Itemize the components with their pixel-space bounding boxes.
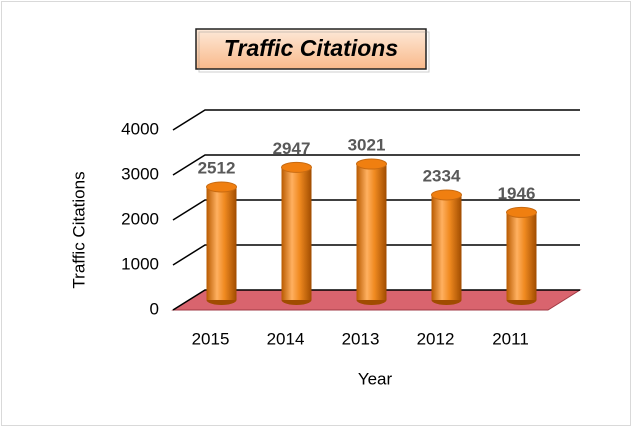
y-tick-label: 2000: [121, 209, 159, 228]
bar: [431, 194, 462, 300]
title-shadow: [198, 31, 430, 73]
bar: [206, 186, 237, 300]
data-label: 1946: [498, 184, 536, 203]
chart-title: Traffic Citations: [224, 35, 398, 61]
bar: [506, 212, 537, 300]
y-tick-label: 0: [150, 299, 159, 318]
x-tick-label: 2015: [192, 329, 230, 348]
data-label: 3021: [348, 136, 386, 155]
bar-top: [506, 206, 537, 218]
grid-line: [172, 154, 580, 176]
bar: [281, 167, 312, 300]
x-tick-label: 2011: [492, 329, 529, 348]
y-tick-label: 3000: [121, 164, 159, 183]
x-axis-label: Year: [358, 369, 393, 388]
bar-top: [431, 189, 462, 201]
y-tick-label: 4000: [121, 119, 159, 138]
bar: [356, 164, 387, 300]
x-tick-label: 2014: [267, 329, 305, 348]
x-tick-label: 2013: [342, 329, 380, 348]
title-box: [195, 28, 427, 70]
x-tick-label: 2012: [417, 329, 455, 348]
bar-top: [281, 161, 312, 173]
bar-top: [356, 158, 387, 170]
data-label: 2512: [198, 158, 236, 177]
data-label: 2334: [423, 166, 461, 185]
y-axis-label: Traffic Citations: [69, 171, 88, 288]
data-label: 2947: [273, 139, 311, 158]
y-tick-label: 1000: [121, 254, 159, 273]
grid-line: [172, 109, 580, 131]
bar-top: [206, 181, 237, 193]
